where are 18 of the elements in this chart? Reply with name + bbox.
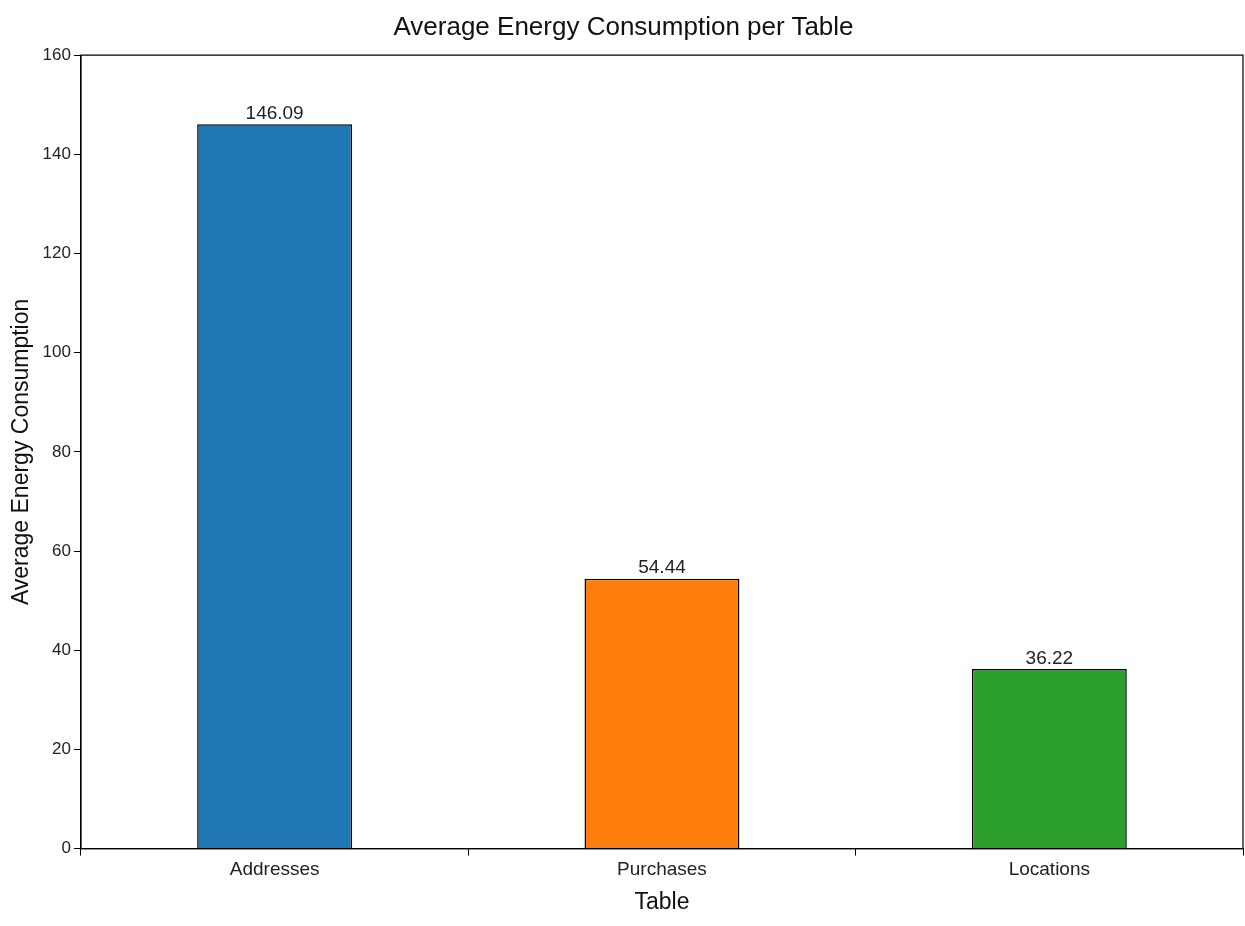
y-tick-label: 0	[61, 838, 71, 858]
y-axis-title: Average Energy Consumption	[7, 298, 34, 606]
y-tick-label: 80	[52, 441, 71, 461]
y-tick-label: 120	[42, 243, 71, 263]
data-label: 146.09	[245, 101, 304, 123]
y-tick-label: 140	[42, 144, 71, 164]
y-tick-label: 160	[42, 44, 71, 64]
data-label: 36.22	[1025, 646, 1074, 668]
x-tick-label: Addresses	[229, 858, 320, 880]
x-tick-label: Purchases	[617, 858, 707, 880]
data-label: 54.44	[638, 556, 687, 578]
x-axis-title: Table	[634, 887, 690, 914]
y-tick-label: 60	[52, 540, 71, 560]
y-tick-label: 40	[52, 639, 71, 659]
x-tick-label: Locations	[1008, 858, 1090, 880]
y-tick-label: 20	[52, 739, 71, 759]
chart-title: Average Energy Consumption per Table	[393, 10, 854, 41]
y-tick-label: 100	[42, 342, 71, 362]
